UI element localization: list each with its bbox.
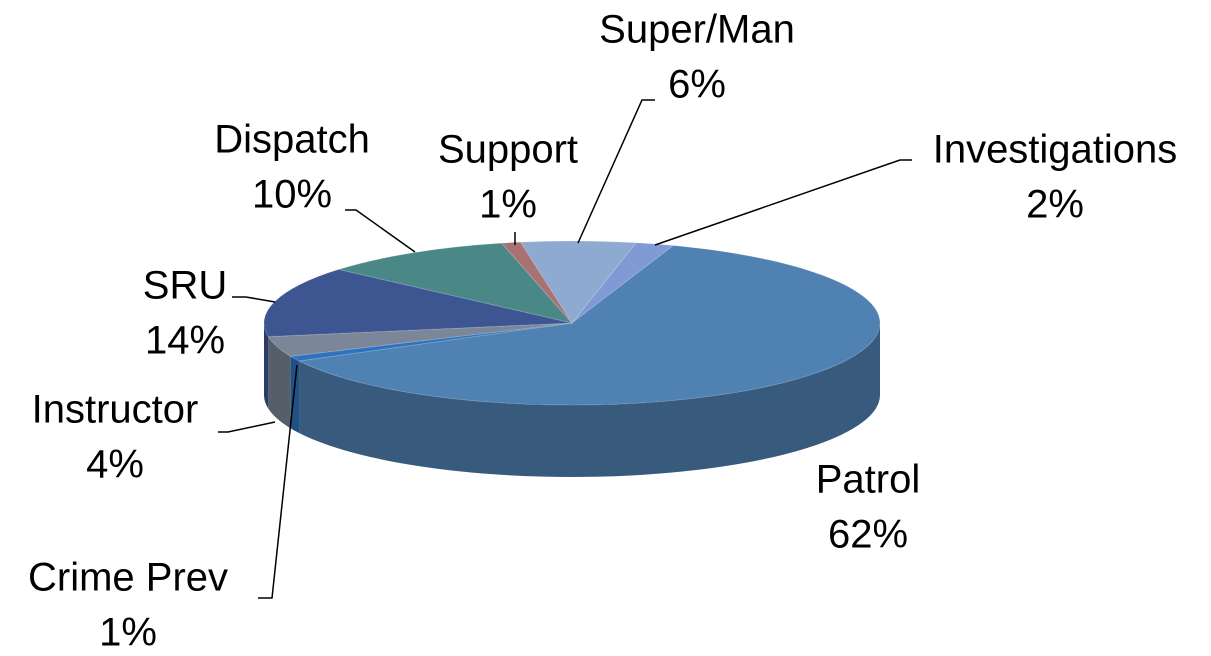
leader-line bbox=[218, 421, 276, 433]
data-label-value: 1% bbox=[99, 611, 157, 655]
slice-side bbox=[299, 323, 880, 477]
data-label-name: SRU bbox=[143, 264, 227, 308]
data-label-value: 10% bbox=[252, 173, 332, 217]
data-label-value: 2% bbox=[1026, 183, 1084, 227]
data-label-value: 62% bbox=[828, 513, 908, 557]
data-label-name: Investigations bbox=[933, 128, 1178, 172]
leader-line bbox=[654, 159, 912, 246]
slice bbox=[500, 241, 573, 324]
slice-side bbox=[268, 336, 291, 429]
slice-side bbox=[290, 356, 300, 433]
data-label-name: Patrol bbox=[816, 458, 921, 502]
data-label-name: Crime Prev bbox=[28, 556, 228, 600]
data-label-name: Support bbox=[438, 128, 578, 172]
data-label-name: Super/Man bbox=[599, 8, 795, 52]
slice-side bbox=[264, 323, 269, 409]
slice bbox=[571, 242, 675, 324]
slice bbox=[297, 245, 881, 406]
slice bbox=[336, 242, 574, 324]
slice bbox=[267, 322, 573, 357]
data-label-name: Dispatch bbox=[214, 118, 370, 162]
data-label-value: 1% bbox=[479, 183, 537, 227]
slice bbox=[289, 322, 573, 362]
data-label-name: Instructor bbox=[32, 388, 199, 432]
leader-line bbox=[345, 209, 416, 253]
leader-line bbox=[577, 99, 655, 244]
data-label-value: 6% bbox=[668, 63, 726, 107]
leader-line bbox=[232, 296, 276, 303]
slice bbox=[263, 268, 573, 338]
data-label-value: 4% bbox=[86, 443, 144, 487]
data-label-value: 14% bbox=[145, 319, 225, 363]
leader-line bbox=[258, 364, 298, 599]
